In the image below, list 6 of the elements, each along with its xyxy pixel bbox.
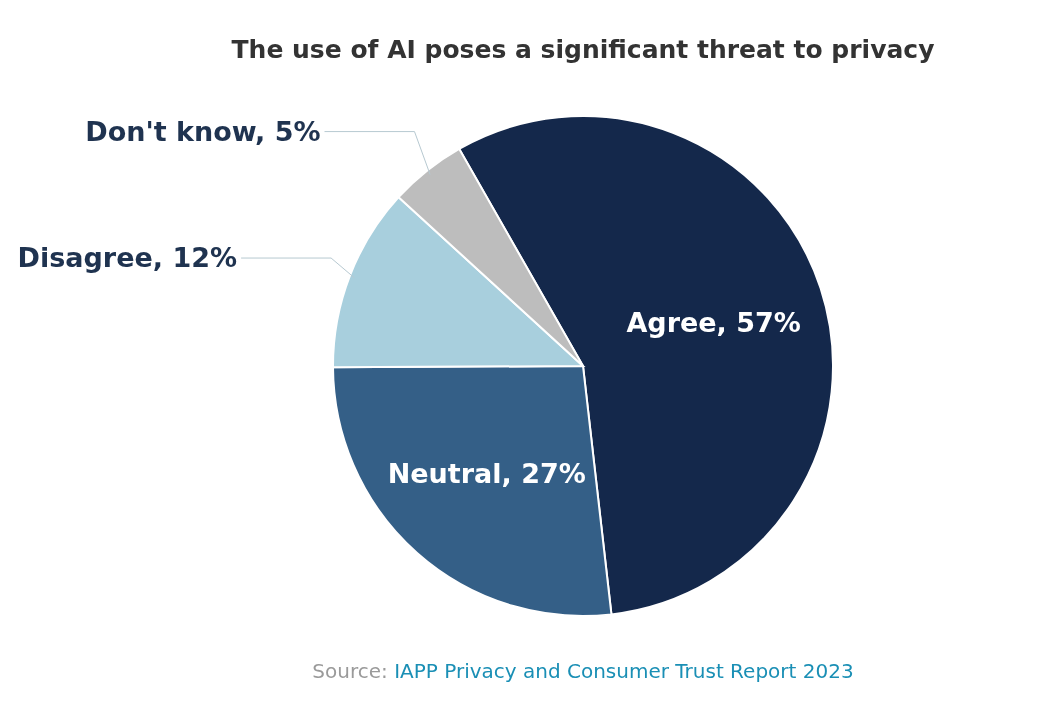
slice-label: Neutral, 27% (387, 458, 586, 490)
slice-label: Don't know, 5% (85, 115, 321, 147)
slice-label: Disagree, 12% (17, 242, 238, 274)
source-note: Source: IAPP Privacy and Consumer Trust Report 2023 (312, 659, 854, 683)
chart-title: The use of AI poses a significant threat to privacy (231, 35, 935, 64)
slice-label: Agree, 57% (626, 307, 801, 339)
